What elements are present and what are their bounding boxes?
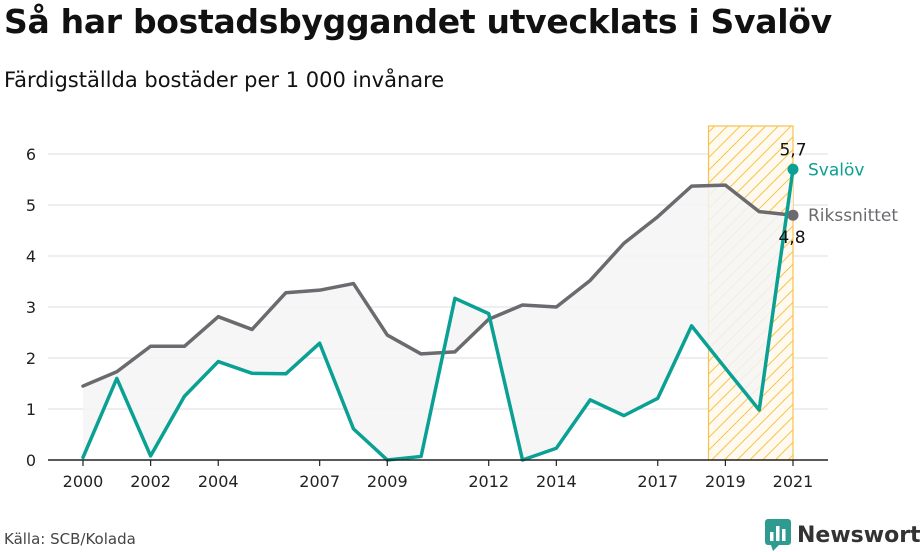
endpoint-rikssnittet [787,209,799,221]
y-tick-label: 0 [26,451,36,470]
x-tick-label: 2000 [63,472,104,491]
endpoint-svalov [787,163,799,175]
series-label-svalov: Svalöv [808,160,864,180]
newsworthy-chart-logo-icon [765,519,791,551]
y-tick-label: 6 [26,145,36,164]
difference-area [83,169,793,461]
brand-name: Newsworthy [797,522,920,548]
y-tick-label: 3 [26,298,36,317]
x-tick-label: 2014 [536,472,577,491]
axes: 0 1 2 3 4 5 6 2000 2002 2004 2007 2009 2012 2014 2017 2… [26,145,828,491]
chart-title: Så har bostadsbyggandet utvecklats i Sva… [4,2,832,41]
source-note: Källa: SCB/Kolada [4,530,136,548]
y-tick-label: 1 [26,400,36,419]
series-label-rikssnittet: Rikssnittet [808,206,898,226]
brand-logo: Newsworthy [765,519,920,551]
series-lines [81,167,795,462]
value-label-svalov: 5,7 [779,140,806,160]
x-tick-label: 2004 [198,472,239,491]
x-tick-label: 2019 [705,472,746,491]
series-line-svalov [81,167,795,462]
series-line-rikssnittet [81,183,795,388]
y-tick-label: 4 [26,247,36,266]
chart-subtitle: Färdigställda bostäder per 1 000 invånar… [4,68,445,92]
x-tick-label: 2017 [637,472,678,491]
x-tick-label: 2007 [299,472,340,491]
end-labels: 5,7 4,8 Svalöv Rikssnittet [778,140,898,248]
x-tick-label: 2009 [367,472,408,491]
y-tick-label: 5 [26,196,36,215]
x-tick-label: 2002 [130,472,171,491]
value-label-rikssnittet: 4,8 [778,228,805,248]
x-tick-label: 2012 [468,472,509,491]
x-tick-label: 2021 [773,472,814,491]
gap-area [83,169,793,461]
y-tick-label: 2 [26,349,36,368]
